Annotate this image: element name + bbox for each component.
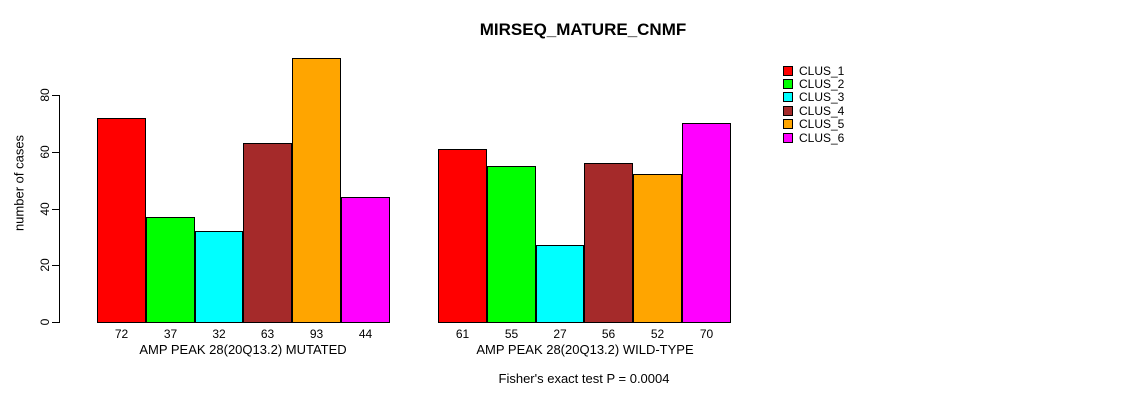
bar-clus_4 — [584, 163, 633, 323]
bar-clus_3 — [536, 245, 584, 323]
legend-item-clus_3: CLUS_3 — [783, 90, 845, 105]
fisher-test-annotation: Fisher's exact test P = 0.0004 — [498, 371, 670, 386]
bar-value-label: 55 — [504, 327, 519, 341]
y-tick-label: 40 — [38, 201, 52, 216]
legend-item-clus_4: CLUS_4 — [783, 103, 845, 118]
legend-item-clus_1: CLUS_1 — [783, 63, 845, 78]
y-tick-label: 0 — [38, 318, 52, 326]
y-axis-label: number of cases — [11, 134, 27, 232]
legend-label: CLUS_4 — [799, 103, 845, 118]
legend-label: CLUS_5 — [799, 117, 845, 132]
legend-item-clus_6: CLUS_6 — [783, 130, 845, 145]
y-tick-mark — [52, 265, 59, 267]
y-tick-mark — [52, 95, 59, 96]
bar-value-label: 37 — [163, 327, 178, 341]
bar-clus_2 — [487, 166, 536, 323]
y-tick-mark — [52, 322, 59, 323]
legend-swatch — [783, 78, 793, 89]
bar-clus_1 — [438, 149, 487, 323]
y-tick-label: 20 — [38, 258, 52, 272]
legend-label: CLUS_3 — [799, 90, 845, 105]
bar-clus_3 — [195, 231, 243, 323]
bar-value-label: 52 — [650, 327, 665, 341]
bar-value-label: 27 — [553, 327, 567, 341]
bar-value-label: 61 — [455, 327, 470, 341]
bar-clus_2 — [146, 217, 195, 323]
legend-item-clus_2: CLUS_2 — [783, 76, 845, 91]
legend-label: CLUS_6 — [799, 130, 845, 145]
bar-clus_5 — [292, 58, 341, 323]
bar-value-label: 44 — [358, 327, 373, 341]
legend-label: CLUS_1 — [799, 63, 845, 78]
bar-value-label: 32 — [212, 327, 226, 341]
y-tick-mark — [52, 151, 59, 153]
group-label-mutated: AMP PEAK 28(20Q13.2) MUTATED — [139, 342, 347, 357]
group-label-wildtype: AMP PEAK 28(20Q13.2) WILD-TYPE — [476, 342, 694, 357]
y-axis-line — [59, 95, 60, 323]
legend-label: CLUS_2 — [799, 76, 845, 91]
chart-title: MIRSEQ_MATURE_CNMF — [479, 20, 687, 39]
bar-value-label: 93 — [309, 327, 324, 341]
legend-swatch — [783, 132, 793, 143]
bar-clus_4 — [243, 143, 292, 323]
legend-swatch — [783, 65, 793, 76]
bar-clus_1 — [97, 118, 146, 323]
y-tick-mark — [52, 208, 59, 210]
bar-clus_5 — [633, 174, 682, 323]
legend-item-clus_5: CLUS_5 — [783, 117, 845, 132]
legend-swatch — [783, 92, 793, 103]
legend-swatch — [783, 119, 793, 130]
bar-value-label: 70 — [699, 327, 714, 341]
bar-clus_6 — [682, 123, 731, 323]
bar-value-label: 72 — [114, 327, 129, 341]
bar-value-label: 56 — [601, 327, 616, 341]
y-tick-label: 60 — [38, 145, 52, 159]
bar-clus_6 — [341, 197, 390, 323]
bar-value-label: 63 — [260, 327, 275, 341]
y-tick-label: 80 — [38, 88, 52, 102]
legend-swatch — [783, 105, 793, 116]
